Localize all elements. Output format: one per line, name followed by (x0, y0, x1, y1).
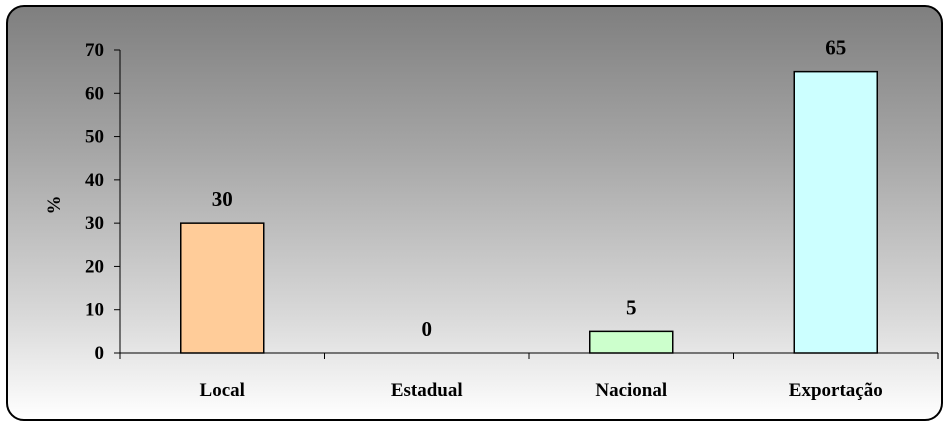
category-label: Estadual (391, 380, 463, 401)
data-label: 30 (212, 187, 233, 211)
y-tick-label: 70 (85, 40, 104, 61)
chart-bars (180, 70, 878, 354)
data-label: 5 (626, 295, 637, 319)
category-label: Exportação (789, 380, 883, 401)
bar (589, 330, 674, 354)
data-label: 65 (825, 36, 846, 60)
y-tick-label: 0 (95, 343, 105, 364)
chart-labels: 30 Local 0 Estadual 5 Nacional 65 Exportação (200, 36, 883, 401)
y-tick-label: 60 (85, 83, 104, 104)
chart-frame (6, 5, 943, 421)
y-axis-title: % (44, 196, 65, 215)
y-tick-label: 30 (85, 213, 104, 234)
y-tick-label: 40 (85, 170, 104, 191)
data-label: 0 (422, 317, 433, 341)
y-tick-label: 50 (85, 127, 104, 148)
category-label: Nacional (595, 380, 667, 401)
bar (180, 222, 265, 354)
category-label: Local (200, 380, 245, 401)
bar (793, 70, 878, 354)
y-tick-label: 20 (85, 256, 104, 277)
y-tick-label: 10 (85, 300, 104, 321)
